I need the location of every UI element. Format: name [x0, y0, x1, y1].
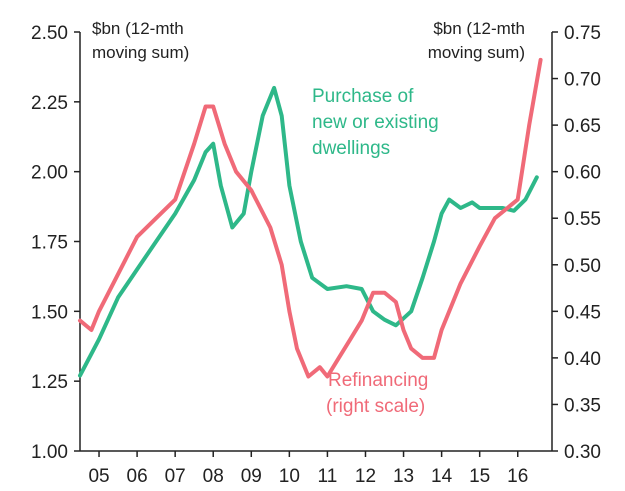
x-tick-label: 08	[203, 466, 224, 487]
right-tick-label: 0.70	[564, 70, 601, 91]
left-unit-label-line2: moving sum)	[92, 43, 189, 62]
purchase-series-line	[78, 85, 539, 378]
label-layer: $bn (12-mth moving sum) $bn (12-mth movi…	[92, 19, 525, 417]
left-tick-label: 1.50	[31, 302, 68, 323]
right-tick-label: 0.35	[564, 395, 601, 416]
left-tick-label: 2.00	[31, 163, 68, 184]
right-tick-label: 0.65	[564, 116, 601, 137]
x-tick-label: 12	[355, 466, 376, 487]
refinancing-series-label-line2: (right scale)	[326, 396, 425, 417]
right-tick-label: 0.75	[564, 23, 601, 44]
x-tick-label: 06	[127, 466, 148, 487]
x-tick-label: 13	[393, 466, 414, 487]
refinancing-series-label-line1: Refinancing	[328, 370, 428, 391]
right-unit-label-line1: $bn (12-mth	[433, 19, 525, 38]
right-tick-label: 0.30	[564, 442, 601, 463]
right-tick-label: 0.60	[564, 163, 601, 184]
series-layer	[78, 57, 543, 379]
refinancing-series-line	[78, 57, 543, 379]
axes-layer: 1.00 1.25 1.50 1.75 2.00 2.25 2.50 0.30 0.35 0.40…	[31, 23, 601, 487]
left-tick-label: 2.50	[31, 23, 68, 44]
x-tick-label: 15	[469, 466, 490, 487]
left-tick-label: 1.75	[31, 233, 68, 254]
x-tick-label: 05	[88, 466, 109, 487]
left-tick-label: 2.25	[31, 93, 68, 114]
x-tick-label: 09	[241, 466, 262, 487]
right-tick-label: 0.55	[564, 209, 601, 230]
x-tick-label: 14	[431, 466, 453, 487]
left-tick-label: 1.25	[31, 372, 68, 393]
right-tick-label: 0.50	[564, 256, 601, 277]
left-unit-label-line1: $bn (12-mth	[92, 19, 184, 38]
right-unit-label-line2: moving sum)	[428, 43, 525, 62]
left-tick-label: 1.00	[31, 442, 68, 463]
right-tick-label: 0.40	[564, 349, 601, 370]
x-tick-label: 16	[507, 466, 528, 487]
purchase-series-label-line1: Purchase of	[312, 86, 414, 107]
x-tick-label: 11	[318, 466, 338, 487]
right-tick-label: 0.45	[564, 302, 601, 323]
purchase-series-label-line2: new or existing	[312, 112, 439, 133]
purchase-series-label-line3: dwellings	[312, 138, 390, 159]
x-tick-label: 07	[165, 466, 186, 487]
x-tick-label: 10	[279, 466, 300, 487]
